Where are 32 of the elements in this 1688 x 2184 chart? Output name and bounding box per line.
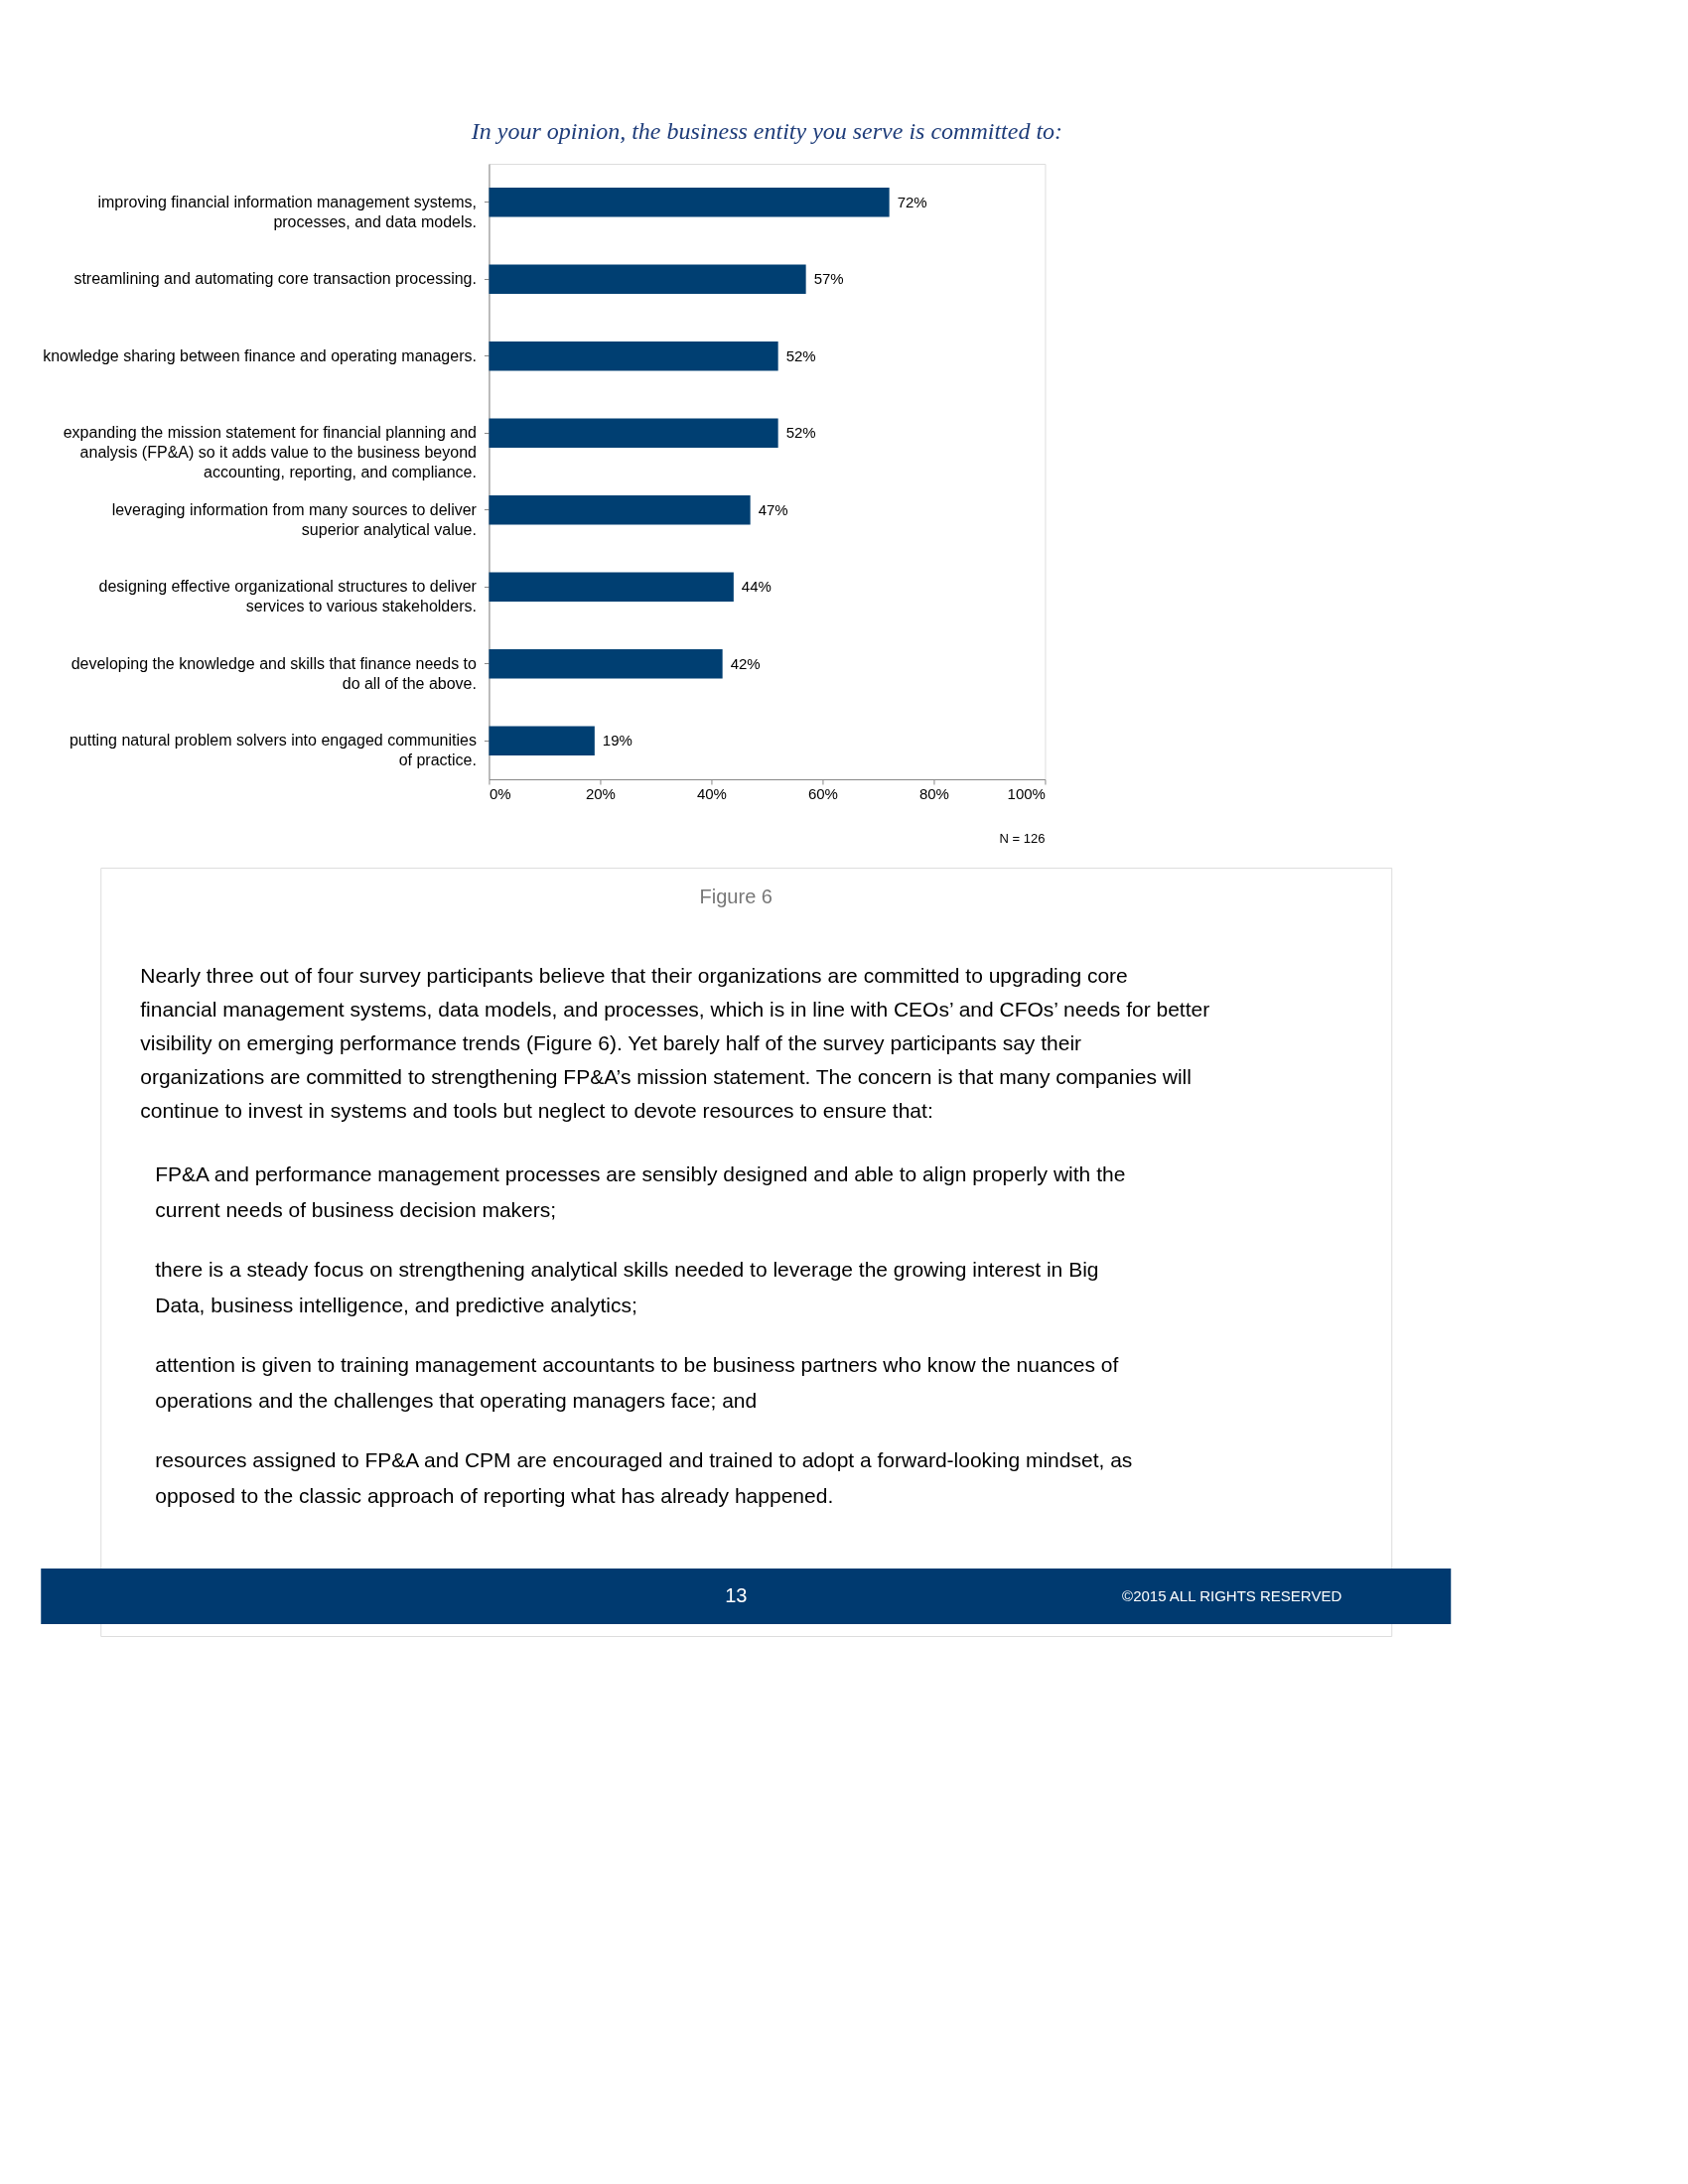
y-tick-label: improving financial information management systems, processes, and data models. (97, 193, 477, 230)
x-tick-label: 40% (696, 784, 727, 802)
data-label: 42% (730, 654, 761, 672)
text: 13 (725, 1584, 748, 1606)
text: attention is given to training management accountants to be business partners who know the nuances of operations and the challenges that operating managers face; and (155, 1353, 1119, 1412)
x-tick-label: 0% (489, 784, 511, 802)
chart-title: In your opinion, the business entity you serve is committed to: (470, 118, 1063, 144)
y-tick-label: putting natural problem solvers into engaged communities of practice. (69, 732, 477, 769)
data-label: 47% (758, 500, 788, 518)
data-label: 19% (602, 732, 633, 750)
data-label: 44% (741, 578, 772, 596)
data-label: 52% (785, 346, 816, 364)
x-tick-label: 60% (807, 784, 838, 802)
text: N = 126 (999, 831, 1046, 846)
text: ©2015 ALL RIGHTS RESERVED (1122, 1587, 1342, 1604)
text: FP&A and performance management processes are sensibly designed and able to align properly with the current needs of business decision makers; (155, 1162, 1126, 1221)
data-label: 72% (897, 193, 927, 210)
y-tick-label: leveraging information from many sources to deliver superior analytical value. (111, 500, 478, 538)
text: Nearly three out of four survey participants believe that their organizations are committed to upgrading core financial management systems, data models, and processes, which is in line with CEOs’ and CFOs’ needs for better visibility on emerging performance trends (Figure 6). Yet barely half of the survey participants say their organizations are committed to strengthening FP&A’s mission statement. The concern is that many companies will continue to invest in systems and tools but neglect to devote resources to ensure that: (140, 964, 1210, 1122)
y-tick-label: developing the knowledge and skills that finance needs to do all of the above. (70, 654, 478, 692)
x-tick-label: 20% (585, 784, 616, 802)
y-tick-label: knowledge sharing between finance and operating managers. (43, 346, 477, 364)
x-tick-label: 80% (918, 784, 949, 802)
caption: Figure 6 (699, 886, 773, 907)
y-tick-label: streamlining and automating core transaction processing. (73, 270, 477, 288)
data-label: 52% (785, 424, 816, 442)
text: there is a steady focus on strengthening analytical skills needed to leverage the growing interest in Big Data, business intelligence, and predictive analytics; (155, 1258, 1099, 1316)
data-label: 57% (813, 270, 844, 288)
y-tick-label: expanding the mission statement for financial planning and analysis (FP&A) so it adds value to the business beyond accounting, reporting, and compliance. (63, 424, 477, 481)
text: resources assigned to FP&A and CPM are encouraged and trained to adopt a forward-looking mindset, as opposed to the classic approach of reporting what has already happened. (155, 1448, 1133, 1507)
x-tick-label: 100% (1007, 784, 1046, 802)
y-tick-label: designing effective organizational structures to deliver services to various stakeholders. (98, 578, 478, 615)
